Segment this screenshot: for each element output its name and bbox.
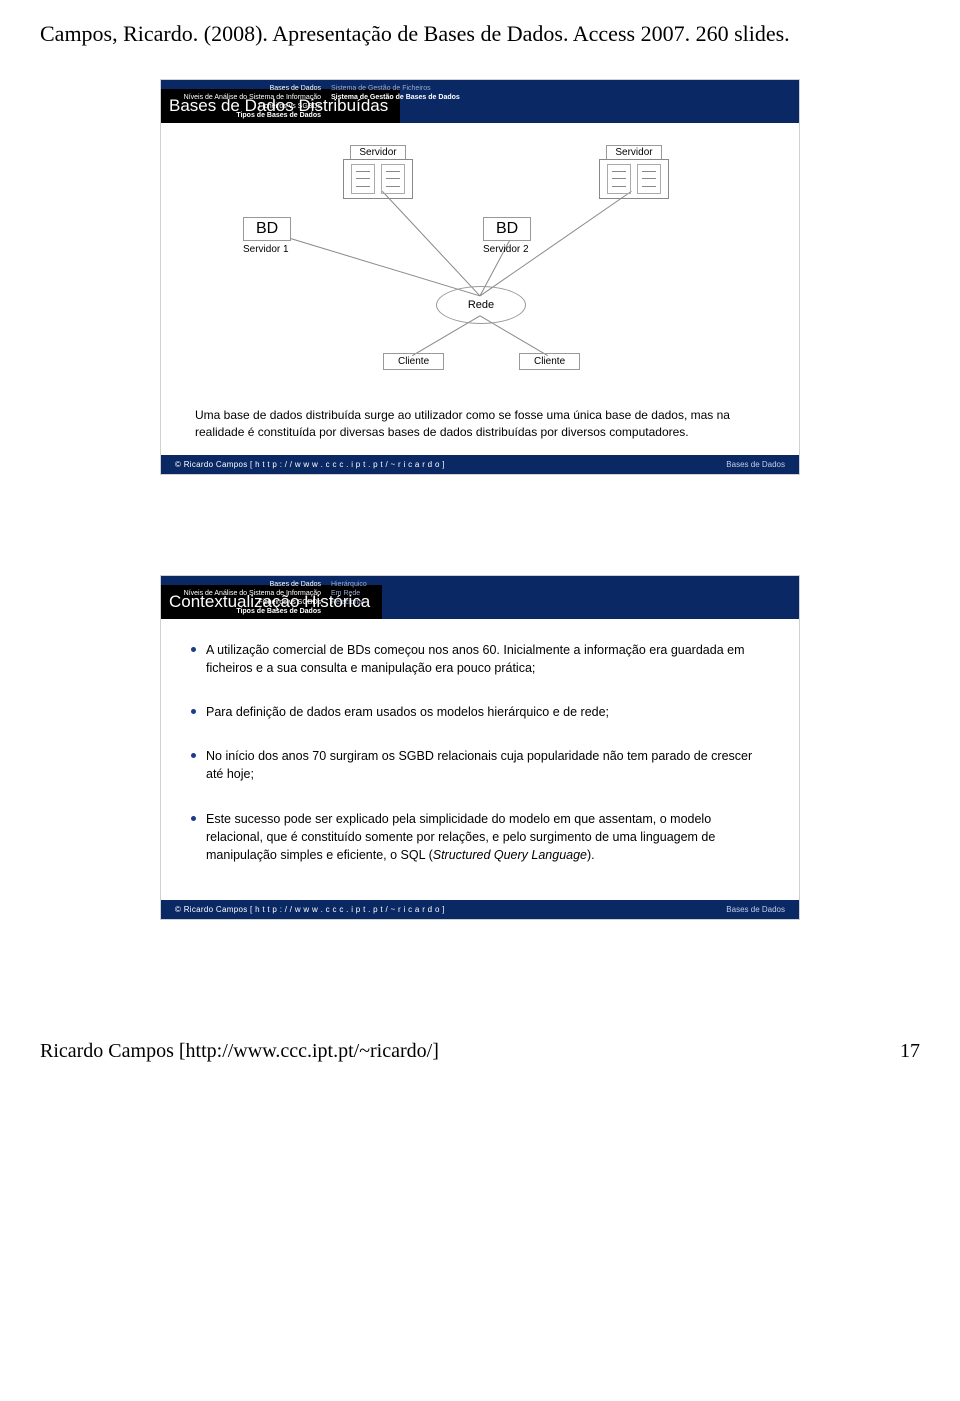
- slide1-body: Servidor Servidor BD Servidor 1 BD Se: [161, 123, 799, 455]
- server2-label: Servidor 2: [483, 244, 529, 255]
- server1-label: Servidor 1: [243, 244, 289, 255]
- bullet-1: A utilização comercial de BDs começou no…: [191, 641, 769, 677]
- server-box-2: [599, 159, 669, 199]
- bd-label-1: BD: [243, 217, 291, 241]
- server-left: Servidor: [343, 145, 413, 199]
- slide1-footer-left: © Ricardo Campos [ h t t p : / / w w w .…: [175, 460, 445, 469]
- bullet-4: Este sucesso pode ser explicado pela sim…: [191, 810, 769, 864]
- client-2: Cliente: [519, 353, 580, 370]
- server-label-1: Servidor: [350, 145, 405, 160]
- bullet-3: No início dos anos 70 surgiram os SGBD r…: [191, 747, 769, 783]
- server-box-1: [343, 159, 413, 199]
- bullet-dot-icon: [191, 709, 196, 714]
- slide1-description: Uma base de dados distribuída surge ao u…: [183, 407, 777, 441]
- slide-distributed-db: Bases de DadosSistema de Gestão de Fiche…: [160, 79, 800, 475]
- page-footer-left: Ricardo Campos [http://www.ccc.ipt.pt/~r…: [40, 1040, 439, 1063]
- slide2-footer: © Ricardo Campos [ h t t p : / / w w w .…: [161, 900, 799, 919]
- bullet-dot-icon: [191, 816, 196, 821]
- bc-right-0: Sistema de Gestão de Ficheiros: [331, 84, 431, 93]
- server-right: Servidor: [599, 145, 669, 199]
- bullet-1-text: A utilização comercial de BDs começou no…: [206, 641, 769, 677]
- bd-label-2: BD: [483, 217, 531, 241]
- s2-bc-right-0: Hierárquico: [331, 580, 367, 589]
- bullet-dot-icon: [191, 647, 196, 652]
- bd-group-1: BD Servidor 1: [243, 217, 291, 255]
- s2-bc-left-0: Bases de Dados: [161, 580, 331, 589]
- bc-left-0: Bases de Dados: [161, 84, 331, 93]
- bullet-4-text: Este sucesso pode ser explicado pela sim…: [206, 810, 769, 864]
- page-number: 17: [900, 1040, 920, 1063]
- bullet-2-text: Para definição de dados eram usados os m…: [206, 703, 609, 721]
- slide1-footer: © Ricardo Campos [ h t t p : / / w w w .…: [161, 455, 799, 474]
- network-diagram: Servidor Servidor BD Servidor 1 BD Se: [183, 141, 777, 401]
- slide-context-history: Bases de DadosHierárquico Níveis de Anál…: [160, 575, 800, 920]
- bullet-2: Para definição de dados eram usados os m…: [191, 703, 769, 721]
- client-1: Cliente: [383, 353, 444, 370]
- slide2-body: A utilização comercial de BDs começou no…: [161, 619, 799, 900]
- rede-node: Rede: [436, 286, 526, 324]
- server-label-2: Servidor: [606, 145, 661, 160]
- bullet-dot-icon: [191, 753, 196, 758]
- doc-citation: Campos, Ricardo. (2008). Apresentação de…: [40, 20, 920, 49]
- bullet-3-text: No início dos anos 70 surgiram os SGBD r…: [206, 747, 769, 783]
- page-footer: Ricardo Campos [http://www.ccc.ipt.pt/~r…: [40, 1040, 920, 1063]
- slide1-footer-right: Bases de Dados: [726, 460, 785, 469]
- slide2-footer-left: © Ricardo Campos [ h t t p : / / w w w .…: [175, 905, 445, 914]
- slide2-footer-right: Bases de Dados: [726, 905, 785, 914]
- bd-group-2: BD Servidor 2: [483, 217, 531, 255]
- diagram-lines: [183, 141, 777, 401]
